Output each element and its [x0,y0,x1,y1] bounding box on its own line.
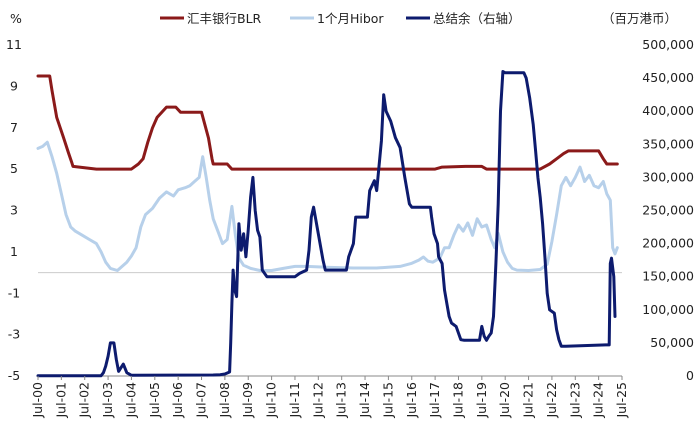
x-tick-label: Jul-13 [334,382,349,419]
x-tick-label: Jul-02 [77,382,92,419]
x-tick-label: Jul-06 [170,382,185,419]
x-tick-label: Jul-10 [264,382,279,419]
left-tick-label: -1 [8,285,20,300]
left-axis-unit: % [10,11,22,26]
legend: 汇丰银行BLR 1个月Hibor 总结余（右轴） [160,11,521,26]
x-tick-label: Jul-15 [380,382,395,419]
x-tick-label: Jul-00 [30,382,45,419]
left-axis-ticks: 11 9 7 5 3 1 -1 -3 -5 [6,37,22,383]
x-tick-label: Jul-24 [591,382,606,419]
x-tick-label: Jul-22 [544,382,559,419]
x-tick-label: Jul-14 [357,382,372,419]
legend-item-hibor: 1个月Hibor [290,11,384,26]
legend-label-hibor: 1个月Hibor [317,11,384,26]
left-tick-label: 1 [10,244,18,259]
x-tick-label: Jul-08 [217,382,232,419]
legend-item-balance: 总结余（右轴） [406,11,521,26]
right-tick-label: 450,000 [642,70,694,85]
right-axis-unit: （百万港币） [602,11,677,26]
right-tick-label: 250,000 [642,203,694,218]
left-tick-label: 7 [10,120,18,135]
x-tick-label: Jul-03 [100,382,115,419]
x-tick-label: Jul-17 [427,382,442,419]
right-tick-label: 150,000 [642,269,694,284]
right-tick-label: 400,000 [642,103,694,118]
left-tick-label: 11 [6,37,22,52]
x-tick-label: Jul-09 [240,382,255,419]
right-tick-label: 50,000 [650,335,694,350]
x-tick-label: Jul-21 [521,382,536,419]
x-tick-label: Jul-11 [287,382,302,419]
x-tick-label: Jul-23 [567,382,582,419]
x-tick-label: Jul-20 [497,382,512,419]
x-tick-label: Jul-16 [404,382,419,419]
x-tick-label: Jul-19 [474,382,489,419]
series-line-balance [36,70,617,378]
right-tick-label: 500,000 [642,37,694,52]
left-tick-label: 3 [10,203,18,218]
right-tick-label: 300,000 [642,169,694,184]
right-tick-label: 200,000 [642,236,694,251]
left-tick-label: -5 [8,368,20,383]
right-tick-label: 0 [686,368,694,383]
left-tick-label: 5 [10,161,18,176]
series-line-blr [36,74,619,171]
x-tick-label: Jul-01 [53,382,68,419]
left-tick-label: -3 [8,327,20,342]
legend-label-blr: 汇丰银行BLR [187,11,262,26]
left-tick-label: 9 [10,78,18,93]
legend-item-blr: 汇丰银行BLR [160,11,262,26]
series-layer [36,70,619,378]
x-tick-label: Jul-04 [123,382,138,419]
x-tick-label: Jul-25 [614,382,629,419]
x-tick-label: Jul-05 [147,382,162,419]
right-tick-label: 100,000 [642,302,694,317]
x-axis-ticks: Jul-00 Jul-01 Jul-02 Jul-03 Jul-04 Jul-05 Jul-… [30,376,629,419]
right-axis-ticks: 500,000 450,000 400,000 350,000 300,000 250,0… [642,37,694,383]
x-tick-label: Jul-18 [450,382,465,419]
legend-label-balance: 总结余（右轴） [433,11,521,26]
right-tick-label: 350,000 [642,136,694,151]
series-line-hibor [36,140,619,272]
x-tick-label: Jul-07 [194,382,209,419]
x-tick-label: Jul-12 [310,382,325,419]
